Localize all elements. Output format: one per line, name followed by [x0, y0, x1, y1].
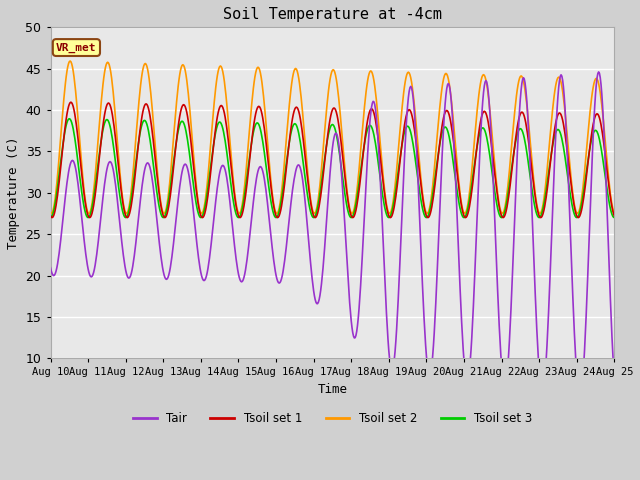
Tair [559, 77, 566, 83]
Tsoil set 3 [326, 128, 333, 133]
Tsoil set 2 [198, 211, 205, 216]
Tsoil set 1 [611, 213, 618, 219]
Tsoil set 2 [380, 183, 388, 189]
Tsoil set 2 [171, 117, 179, 122]
Tsoil set 3 [195, 213, 203, 219]
Line: Tsoil set 1: Tsoil set 1 [51, 102, 614, 217]
Tsoil set 3 [65, 116, 73, 121]
Y-axis label: Temperature (C): Temperature (C) [7, 136, 20, 249]
Tsoil set 2 [436, 106, 444, 111]
Tair [324, 202, 332, 207]
Tsoil set 1 [561, 125, 568, 131]
Tsoil set 2 [561, 101, 568, 107]
Tsoil set 3 [47, 215, 54, 220]
Tsoil set 2 [611, 210, 618, 216]
Tsoil set 3 [171, 148, 179, 154]
Tsoil set 2 [195, 205, 203, 211]
Tsoil set 1 [161, 215, 169, 220]
Tsoil set 2 [67, 58, 74, 64]
Tair [47, 265, 54, 271]
Tsoil set 2 [326, 82, 333, 87]
Tsoil set 1 [67, 99, 75, 105]
Title: Soil Temperature at -4cm: Soil Temperature at -4cm [223, 7, 442, 22]
Tsoil set 1 [47, 213, 54, 218]
Tair [379, 226, 387, 231]
Legend: Tair, Tsoil set 1, Tsoil set 2, Tsoil set 3: Tair, Tsoil set 1, Tsoil set 2, Tsoil se… [128, 407, 536, 430]
Tair [195, 255, 202, 261]
X-axis label: Time: Time [317, 383, 348, 396]
Tsoil set 3 [197, 215, 205, 220]
Tsoil set 3 [611, 215, 618, 220]
Tsoil set 1 [196, 210, 204, 216]
Tair [170, 234, 178, 240]
Tsoil set 3 [380, 201, 388, 207]
Tsoil set 3 [436, 142, 444, 147]
Line: Tsoil set 3: Tsoil set 3 [51, 119, 614, 217]
Tair [435, 247, 442, 252]
Line: Tair: Tair [51, 72, 614, 397]
Tsoil set 3 [561, 149, 568, 155]
Tsoil set 1 [436, 141, 444, 146]
Tair [611, 377, 618, 383]
Line: Tsoil set 2: Tsoil set 2 [51, 61, 614, 214]
Tsoil set 2 [47, 210, 54, 216]
Text: VR_met: VR_met [56, 42, 97, 53]
Tsoil set 1 [172, 144, 180, 149]
Tair [576, 394, 584, 400]
Tsoil set 1 [380, 188, 388, 193]
Tair [595, 69, 602, 75]
Tsoil set 1 [326, 121, 333, 127]
